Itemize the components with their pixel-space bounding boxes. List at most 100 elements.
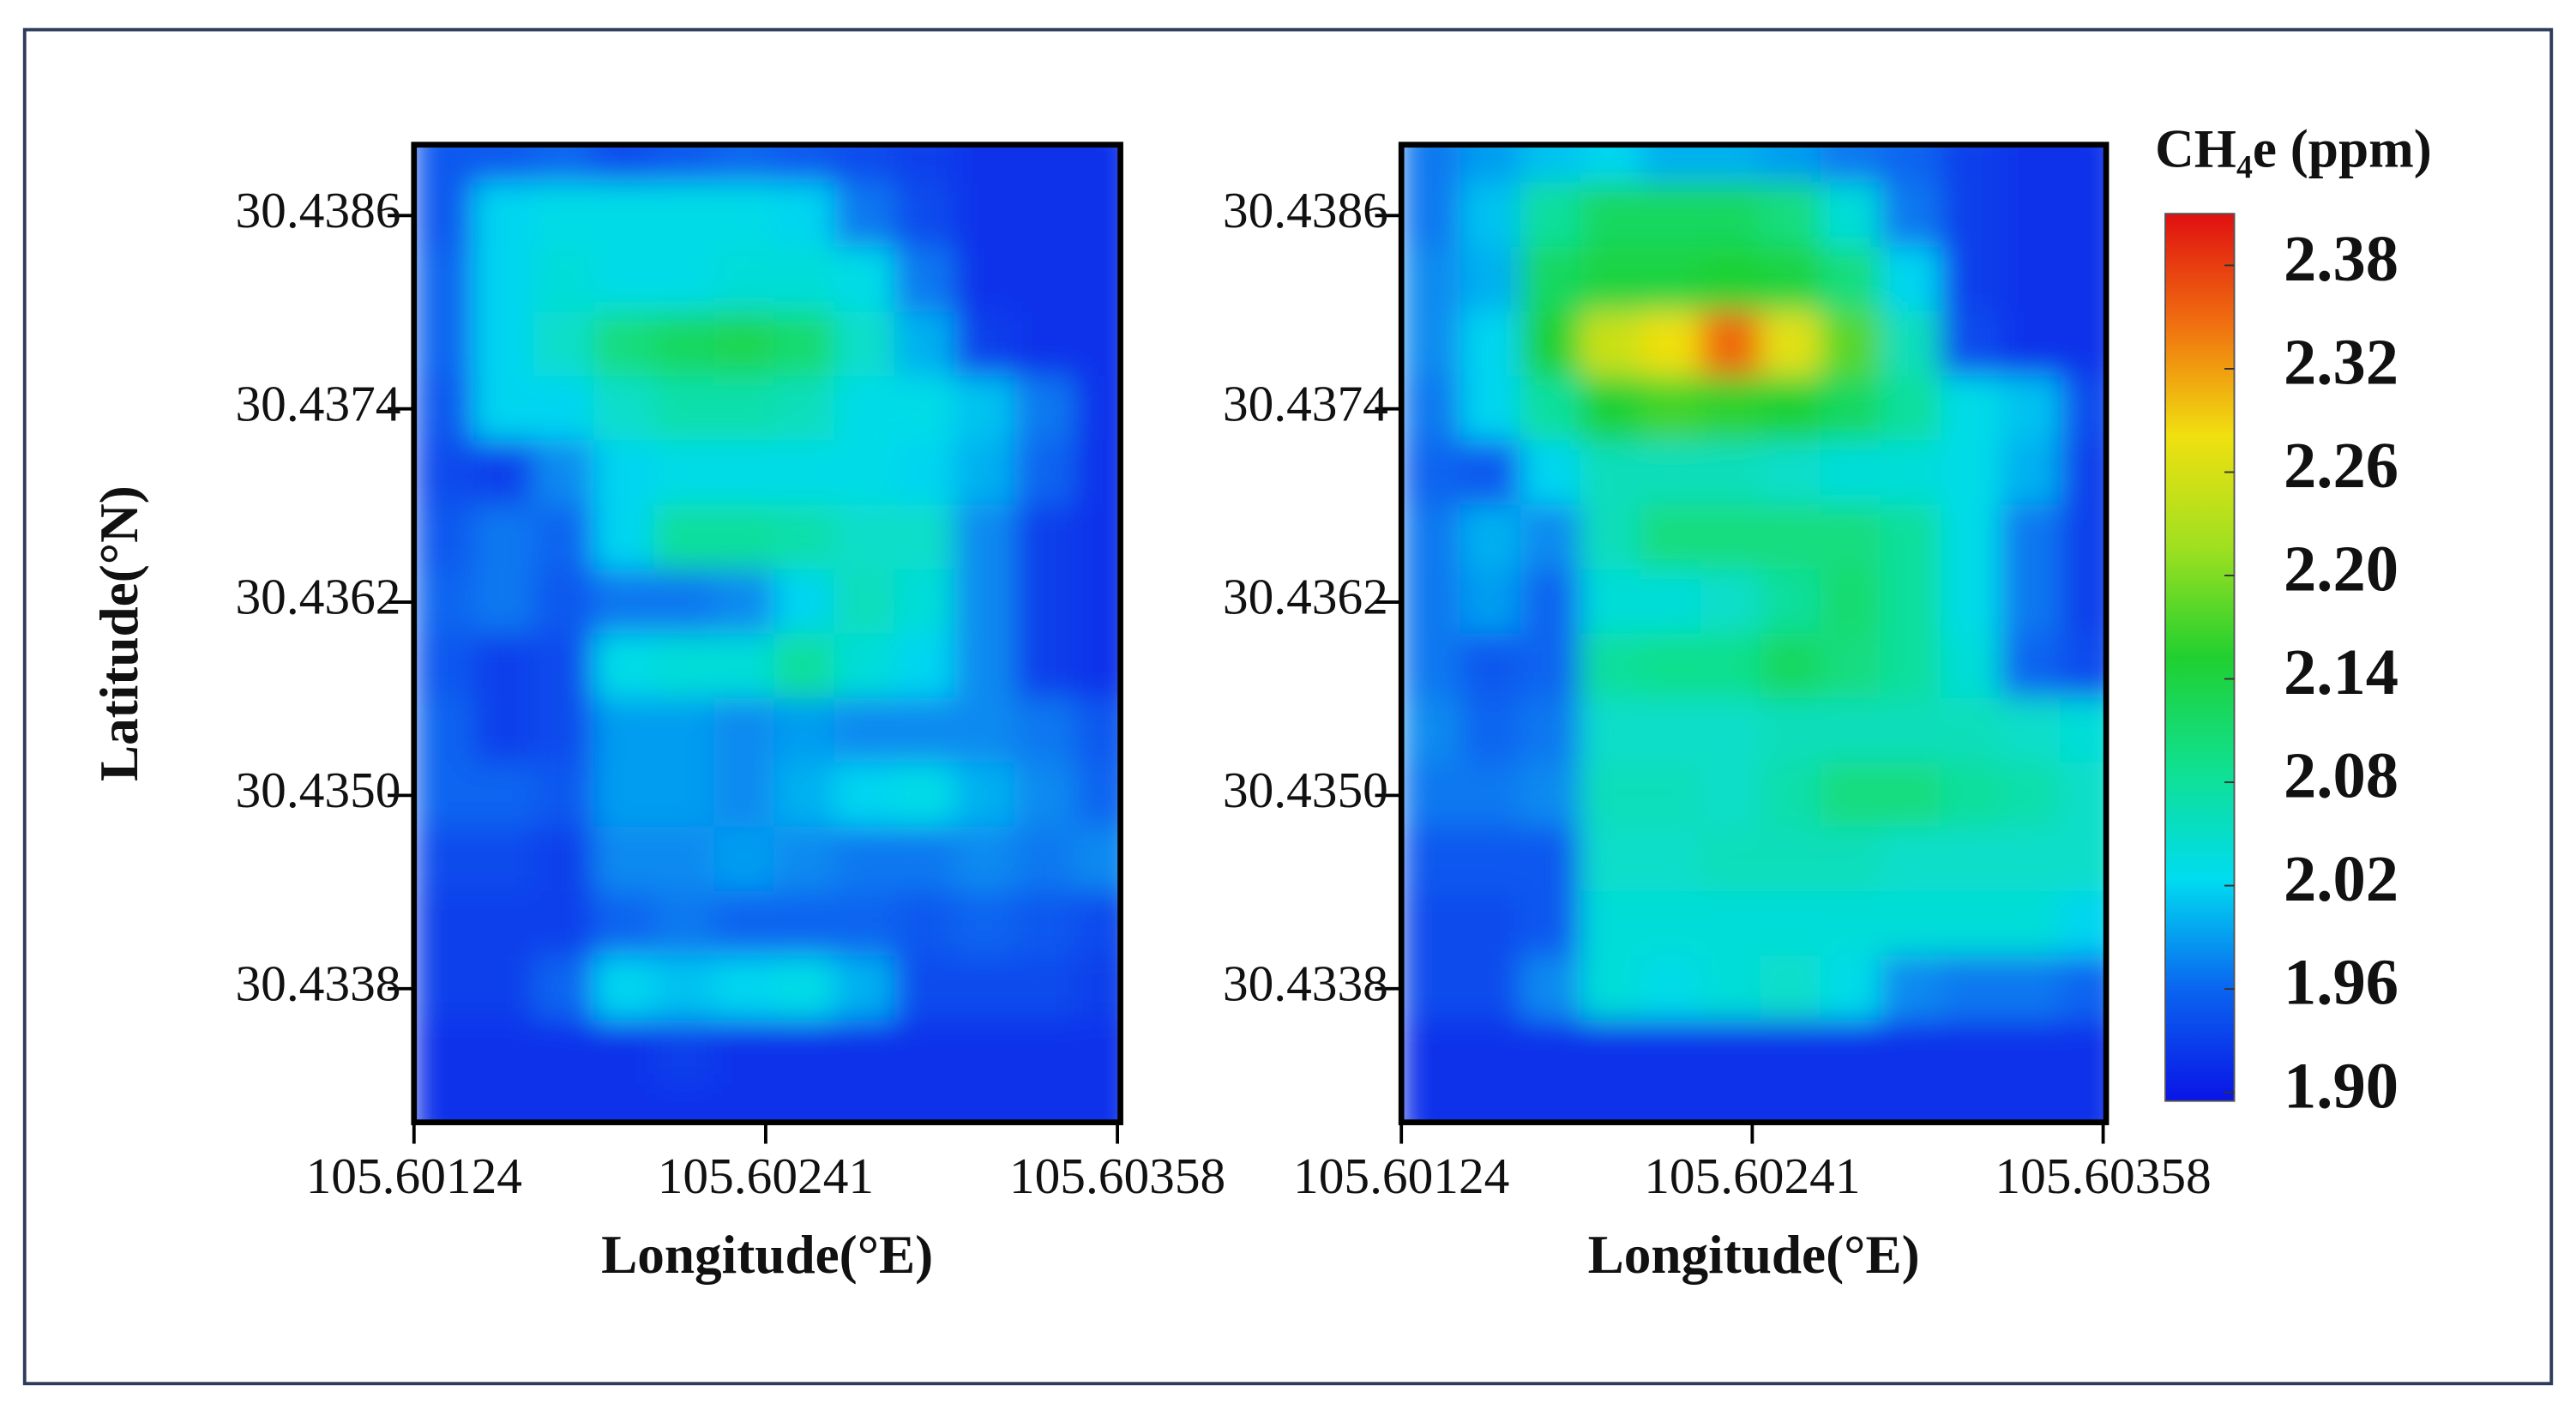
heat-cell (1401, 246, 1463, 313)
colorbar-tick-label: 1.96 (2284, 946, 2398, 1019)
heat-cell (1880, 440, 1942, 507)
heat-cell (1520, 891, 1582, 958)
heat-cell (1014, 891, 1076, 958)
heat-cell (1580, 569, 1642, 636)
heat-cell (472, 891, 535, 958)
heat-cell (1760, 762, 1822, 829)
heat-cell (1580, 697, 1642, 764)
heat-cell (1940, 504, 2002, 571)
heat-cell (593, 633, 656, 700)
heat-cell (533, 311, 596, 378)
heat-cell (894, 633, 956, 700)
heat-cell (472, 1084, 535, 1123)
heat-cell (894, 311, 956, 378)
heat-cell (1580, 182, 1642, 249)
heat-cell (773, 182, 836, 249)
heat-cell (1760, 440, 1822, 507)
y-tick-label: 30.4374 (1223, 375, 1388, 431)
heat-cell (2060, 1020, 2107, 1087)
heat-cell (1520, 633, 1582, 700)
heat-cell (2060, 826, 2107, 894)
heat-cell (2060, 504, 2107, 571)
heat-cell (1880, 311, 1942, 378)
heat-cell (1520, 182, 1582, 249)
heat-cell (894, 440, 956, 507)
heat-cell (1460, 182, 1523, 249)
heat-cell (413, 1084, 475, 1123)
heat-cell (834, 504, 896, 571)
heat-cell (2060, 182, 2107, 249)
heat-cell (1760, 144, 1822, 184)
heatmap (413, 144, 1121, 1123)
heat-cell (1520, 1020, 1582, 1087)
heat-cell (2000, 955, 2062, 1022)
heat-cell (1940, 891, 2002, 958)
heat-cell (894, 504, 956, 571)
heat-cell (533, 440, 596, 507)
heat-cell (472, 826, 535, 894)
y-tick-label: 30.4362 (1223, 569, 1388, 625)
heat-cell (472, 955, 535, 1022)
heat-cell (713, 955, 776, 1022)
y-tick-label: 30.4386 (235, 182, 400, 238)
heat-cell (1580, 311, 1642, 378)
heat-cell (1700, 569, 1762, 636)
heat-cell (954, 1020, 1016, 1087)
heat-cell (1014, 311, 1076, 378)
heat-cell (1880, 891, 1942, 958)
plot-area (413, 144, 1121, 1123)
heat-cell (1460, 144, 1523, 184)
heat-cell (1880, 697, 1942, 764)
colorbar-tick-label: 1.90 (2284, 1049, 2398, 1122)
heat-cell (593, 697, 656, 764)
heat-cell (1014, 376, 1076, 443)
heat-cell (1401, 569, 1463, 636)
heat-cell (1460, 440, 1523, 507)
heat-cell (2060, 891, 2107, 958)
heat-cell (834, 144, 896, 184)
heat-cell (2060, 955, 2107, 1022)
y-tick-label: 30.4338 (235, 955, 400, 1011)
heat-cell (2000, 1084, 2062, 1123)
heat-cell (1401, 440, 1463, 507)
heat-cell (954, 504, 1016, 571)
heat-cell (653, 955, 716, 1022)
heat-cell (413, 697, 475, 764)
heat-cell (472, 440, 535, 507)
heat-cell (1520, 1084, 1582, 1123)
heat-cell (1880, 144, 1942, 184)
y-tick-label: 30.4338 (1223, 955, 1388, 1011)
heat-cell (653, 144, 716, 184)
heat-cell (834, 955, 896, 1022)
heat-cell (894, 376, 956, 443)
heat-cell (1700, 697, 1762, 764)
heat-cell (1640, 697, 1702, 764)
heat-cell (1820, 891, 1882, 958)
heat-cell (2060, 311, 2107, 378)
heat-cell (472, 569, 535, 636)
heat-cell (593, 1020, 656, 1087)
heat-cell (413, 891, 475, 958)
heat-cell (472, 246, 535, 313)
heat-cell (1940, 311, 2002, 378)
heat-cell (1580, 504, 1642, 571)
heat-cell (1460, 1020, 1523, 1087)
heat-cell (1940, 826, 2002, 894)
heat-cell (713, 376, 776, 443)
heat-cell (1760, 246, 1822, 313)
heat-cell (2000, 144, 2062, 184)
heat-cell (834, 246, 896, 313)
heat-cell (713, 633, 776, 700)
heat-cell (1760, 1020, 1822, 1087)
plot-area (1401, 144, 2107, 1123)
heat-cell (773, 955, 836, 1022)
heat-cell (1940, 376, 2002, 443)
heat-cell (1640, 504, 1702, 571)
heat-cell (1460, 311, 1523, 378)
heat-cell (1460, 762, 1523, 829)
heat-cell (2000, 697, 2062, 764)
heat-cell (1074, 376, 1121, 443)
colorbar-tick-label: 2.14 (2284, 636, 2398, 708)
heat-cell (1014, 762, 1076, 829)
heat-cell (1014, 633, 1076, 700)
